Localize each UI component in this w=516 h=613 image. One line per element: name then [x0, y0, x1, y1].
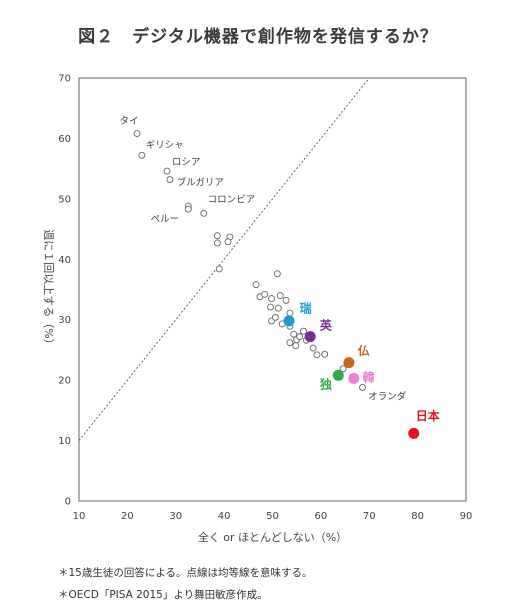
data-point [224, 238, 232, 246]
data-point [282, 296, 290, 304]
data-point [213, 239, 221, 247]
data-point [133, 130, 141, 138]
x-tick-label: 80 [411, 511, 424, 522]
y-axis-label: 週に１回以上する（%） [42, 229, 55, 349]
point-label: タイ [120, 116, 139, 127]
data-point [290, 330, 298, 338]
y-tick-label: 30 [58, 315, 71, 326]
point-label: コロンビア [208, 194, 256, 205]
plot-frame [78, 77, 467, 502]
highlight-point [332, 369, 344, 381]
data-point [166, 176, 174, 183]
data-point [184, 205, 192, 213]
y-tick-label: 10 [58, 436, 71, 447]
highlight-label: 独 [319, 377, 332, 392]
highlight-point [408, 427, 420, 439]
point-label: ブルガリア [177, 177, 224, 189]
point-label: ギリシャ [146, 140, 184, 151]
data-point [339, 365, 347, 373]
data-point [138, 151, 146, 159]
highlight-point [343, 357, 355, 369]
data-point [276, 292, 284, 299]
point-label: ペルー [151, 214, 180, 225]
x-tick-label: 60 [315, 511, 328, 522]
data-point [274, 304, 282, 312]
y-tick-label: 70 [58, 74, 71, 85]
highlight-label: 英 [320, 317, 333, 332]
data-point [296, 333, 304, 341]
point-label: オランダ [368, 390, 407, 402]
footnote-1: ＊15歳生徒の回答による。点線は均等線を意味する。 [58, 567, 313, 579]
data-point [309, 344, 317, 352]
data-point [286, 339, 294, 347]
highlight-point [348, 372, 360, 384]
data-point [267, 303, 275, 311]
data-point [273, 270, 281, 278]
point-label: ロシア [172, 157, 201, 168]
data-point [286, 309, 294, 317]
x-tick-label: 50 [266, 511, 279, 522]
data-point [200, 209, 208, 217]
x-tick-label: 20 [121, 511, 134, 522]
y-tick-label: 40 [58, 255, 71, 266]
highlight-point [283, 315, 295, 327]
highlight-label: 韓 [362, 369, 374, 384]
data-point [271, 313, 279, 321]
footnotes: ＊15歳生徒の回答による。点線は均等線を意味する。 ＊OECD「PISA 201… [58, 562, 313, 606]
equality-line [78, 77, 370, 441]
chart-title: 図２ デジタル機器で創作物を発信するか？ [78, 27, 438, 47]
y-tick-label: 60 [58, 134, 71, 145]
highlight-label: 仏 [358, 344, 370, 358]
x-tick-label: 40 [218, 511, 231, 522]
highlight-point [304, 331, 316, 343]
data-point [321, 350, 329, 358]
y-tick-label: 50 [58, 194, 71, 205]
y-tick-label: 0 [65, 497, 71, 508]
data-point [163, 167, 171, 175]
highlight-label: 日本 [416, 408, 440, 423]
y-tick-label: 20 [58, 376, 71, 387]
highlight-label: 瑞 [300, 300, 312, 315]
x-tick-label: 10 [73, 511, 86, 522]
data-point [252, 281, 260, 289]
data-point [292, 342, 300, 350]
data-point [215, 265, 223, 273]
x-axis-label: 全く or ほとんどしない（%） [198, 530, 347, 544]
data-point [268, 295, 275, 303]
data-point [213, 232, 221, 240]
x-tick-label: 30 [169, 511, 182, 522]
x-tick-label: 70 [363, 511, 376, 522]
data-point [313, 351, 321, 359]
data-point [300, 327, 307, 335]
footnote-2: ＊OECD「PISA 2015」より舞田敏彦作成。 [58, 589, 268, 601]
x-tick-label: 90 [460, 511, 473, 522]
data-point [359, 383, 366, 391]
data-point [261, 290, 269, 298]
